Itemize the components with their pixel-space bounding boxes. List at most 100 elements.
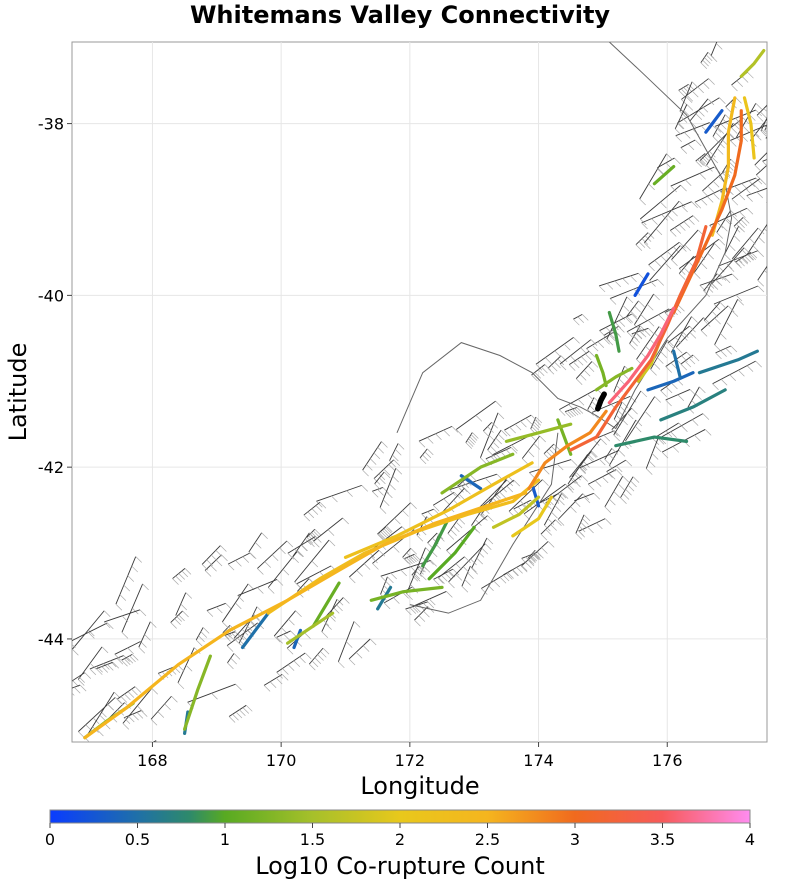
background-fault — [755, 164, 767, 176]
fault-dip-mark — [711, 283, 719, 290]
fault-dip-mark — [533, 421, 541, 429]
fault-dip-mark — [685, 96, 693, 103]
fault-dip-mark — [275, 677, 283, 685]
fault-dip-mark — [211, 692, 218, 700]
fault-dip-mark — [245, 624, 253, 631]
fault-dip-mark — [729, 374, 737, 381]
fault-dip-mark — [613, 419, 621, 426]
fault-dip-mark — [383, 471, 391, 479]
fault-dip-mark — [115, 697, 122, 704]
fault-dip-mark — [667, 214, 674, 222]
fault-dip-mark — [738, 193, 746, 201]
fault-dip-mark — [385, 527, 392, 534]
fault-dip-mark — [701, 106, 709, 113]
background-fault — [117, 686, 136, 700]
fault-dip-mark — [571, 408, 579, 416]
fault-dip-mark — [500, 429, 508, 437]
fault-dip-mark — [557, 358, 565, 366]
fault-dip-mark — [314, 528, 322, 536]
fault-dip-mark — [379, 507, 387, 514]
fault-dip-mark — [369, 458, 377, 465]
fault-dip-mark — [374, 483, 381, 491]
co-rupture-fault — [594, 366, 634, 392]
background-fault — [152, 740, 157, 742]
fault-dip-mark — [394, 517, 401, 525]
fault-dip-mark — [418, 615, 426, 622]
fault-dip-mark — [655, 228, 663, 236]
fault-dip-mark — [397, 443, 405, 450]
fault-dip-mark — [660, 201, 667, 209]
background-fault — [446, 515, 488, 551]
fault-dip-mark — [755, 103, 763, 110]
background-fault — [257, 540, 288, 569]
fault-dip-mark — [551, 446, 558, 453]
background-fault — [699, 132, 729, 161]
fault-dip-mark — [121, 615, 129, 623]
fault-dip-mark — [694, 202, 702, 209]
fault-dip-mark — [691, 316, 698, 323]
fault-dip-mark — [680, 88, 688, 96]
fault-dip-mark — [205, 744, 211, 750]
fault-dip-mark — [652, 438, 660, 446]
fault-dip-mark — [615, 469, 623, 476]
fault-dip-mark — [257, 568, 264, 575]
fault-dip-mark — [534, 372, 542, 379]
fault-dip-mark — [657, 279, 665, 286]
fault-dip-mark — [790, 206, 796, 212]
fault-dip-mark — [419, 565, 426, 573]
background-fault — [760, 116, 767, 132]
fault-dip-mark — [410, 555, 417, 563]
fault-dip-mark — [420, 573, 427, 581]
fault-dip-mark — [117, 698, 124, 706]
fault-dip-mark — [356, 570, 363, 577]
fault-dip-mark — [764, 130, 767, 134]
fault-dip-mark — [714, 344, 721, 352]
fault-dip-mark — [402, 592, 409, 599]
fault-dip-mark — [731, 214, 739, 222]
fault-dip-mark — [504, 429, 511, 437]
co-rupture-fault — [594, 353, 608, 388]
fault-dip-mark — [681, 425, 688, 432]
background-fault — [478, 479, 515, 511]
background-fault — [694, 187, 726, 203]
fault-dip-mark — [511, 569, 519, 577]
background-fault — [287, 536, 316, 554]
background-fault — [559, 339, 592, 365]
fault-dip-mark — [514, 423, 522, 431]
colorbar-tick-label: 0.5 — [125, 830, 150, 849]
fault-dip-mark — [631, 313, 639, 321]
fault-dip-mark — [535, 364, 543, 371]
background-fault — [227, 653, 235, 664]
fault-dip-mark — [700, 199, 708, 206]
fault-dip-mark — [684, 360, 692, 368]
background-fault — [447, 517, 460, 534]
fault-dip-mark — [644, 411, 652, 418]
fault-dip-mark — [371, 556, 378, 564]
fault-dip-mark — [382, 529, 389, 537]
coastline — [396, 42, 733, 614]
co-rupture-fault — [614, 435, 689, 448]
fault-dip-mark — [703, 320, 711, 327]
fault-dip-mark — [97, 729, 104, 737]
fault-dip-mark — [716, 148, 724, 155]
background-fault — [402, 547, 412, 558]
fault-dip-mark — [679, 111, 687, 118]
background-fault — [670, 316, 692, 353]
fault-dip-mark — [714, 126, 722, 133]
fault-dip-mark — [589, 451, 597, 458]
fault-dip-mark — [683, 132, 691, 139]
fault-dip-mark — [485, 543, 492, 550]
fault-dip-mark — [719, 274, 727, 281]
fault-dip-mark — [723, 276, 731, 284]
fault-dip-mark — [427, 448, 434, 456]
fault-dip-mark — [734, 185, 741, 193]
fault-dip-mark — [422, 454, 429, 462]
fault-dip-mark — [706, 286, 714, 293]
background-fault — [667, 325, 690, 344]
background-fault — [746, 223, 767, 255]
fault-dip-mark — [631, 407, 638, 415]
fault-dip-mark — [462, 481, 469, 488]
fault-dip-mark — [613, 491, 621, 498]
fault-dip-mark — [568, 364, 576, 371]
fault-dip-mark — [694, 139, 702, 147]
